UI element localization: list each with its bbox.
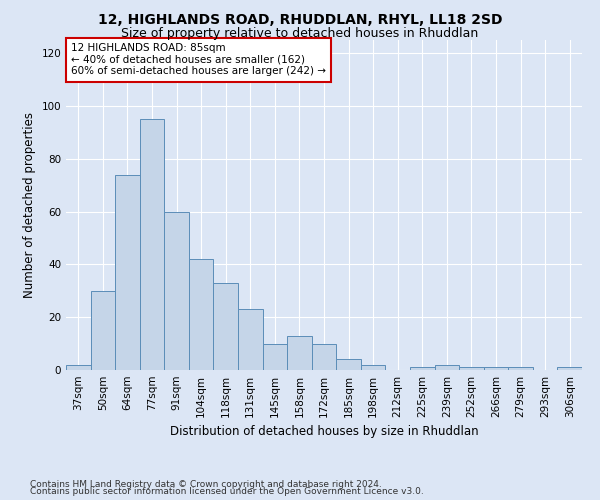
Bar xyxy=(115,174,140,370)
Bar xyxy=(238,310,263,370)
Bar xyxy=(459,368,484,370)
Bar xyxy=(91,291,115,370)
Bar xyxy=(361,364,385,370)
Bar xyxy=(484,368,508,370)
Bar xyxy=(410,368,434,370)
Bar xyxy=(336,360,361,370)
Bar xyxy=(164,212,189,370)
X-axis label: Distribution of detached houses by size in Rhuddlan: Distribution of detached houses by size … xyxy=(170,426,478,438)
Text: Contains public sector information licensed under the Open Government Licence v3: Contains public sector information licen… xyxy=(30,488,424,496)
Bar xyxy=(140,119,164,370)
Text: 12 HIGHLANDS ROAD: 85sqm
← 40% of detached houses are smaller (162)
60% of semi-: 12 HIGHLANDS ROAD: 85sqm ← 40% of detach… xyxy=(71,44,326,76)
Text: Size of property relative to detached houses in Rhuddlan: Size of property relative to detached ho… xyxy=(121,28,479,40)
Bar xyxy=(508,368,533,370)
Bar xyxy=(214,283,238,370)
Bar xyxy=(287,336,312,370)
Bar xyxy=(557,368,582,370)
Text: 12, HIGHLANDS ROAD, RHUDDLAN, RHYL, LL18 2SD: 12, HIGHLANDS ROAD, RHUDDLAN, RHYL, LL18… xyxy=(98,12,502,26)
Bar xyxy=(312,344,336,370)
Bar xyxy=(189,259,214,370)
Bar xyxy=(434,364,459,370)
Y-axis label: Number of detached properties: Number of detached properties xyxy=(23,112,36,298)
Text: Contains HM Land Registry data © Crown copyright and database right 2024.: Contains HM Land Registry data © Crown c… xyxy=(30,480,382,489)
Bar xyxy=(263,344,287,370)
Bar xyxy=(66,364,91,370)
